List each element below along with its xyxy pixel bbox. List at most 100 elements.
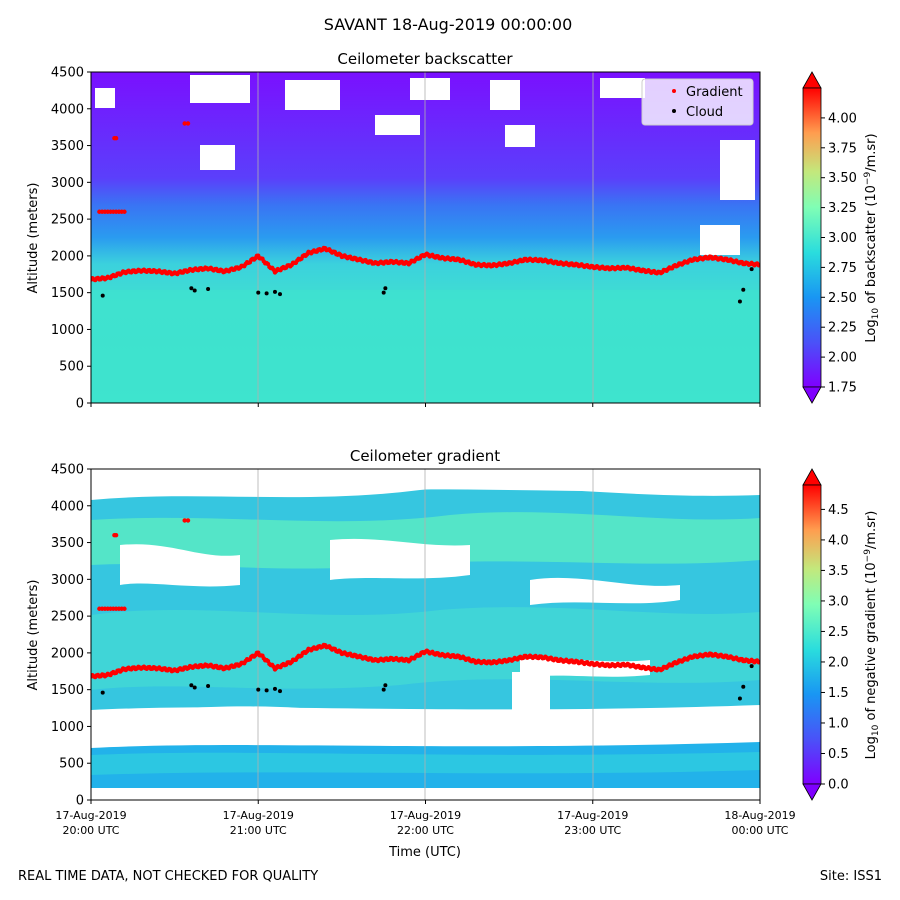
legend-cloud-marker: [672, 109, 676, 113]
backscatter-title: Ceilometer backscatter: [337, 50, 513, 68]
colorbar-tick-label: 1.5: [828, 686, 849, 701]
colorbar-tick-label: 3.00: [828, 231, 857, 246]
cloud-point: [277, 689, 282, 694]
colorbar-tick-label: 3.0: [828, 594, 849, 609]
x-tick-date: 17-Aug-2019: [55, 809, 126, 822]
gradient-colorbar-label: Log10 of negative gradient (10−9/m.sr): [863, 511, 881, 760]
cloud-point: [264, 291, 269, 296]
colorbar-tick-label: 2.00: [828, 351, 857, 366]
gradient-point: [185, 518, 191, 523]
cloud-point: [100, 293, 105, 298]
cloud-point: [206, 683, 211, 688]
cloud-point: [381, 687, 386, 692]
cloud-point: [272, 289, 277, 294]
backscatter-heatmap: [91, 72, 760, 403]
colorbar-tick-label: 3.25: [828, 201, 857, 216]
backscatter-panel: Ceilometer backscatter: [26, 50, 881, 412]
backscatter-gradient-extra: [97, 121, 191, 214]
cloud-point: [100, 690, 105, 695]
gradient-title: Ceilometer gradient: [350, 447, 500, 465]
x-tick-time: 20:00 UTC: [62, 824, 119, 837]
cloud-point: [383, 286, 388, 291]
legend-gradient-label: Gradient: [686, 85, 743, 100]
colorbar-tick-label: 1.0: [828, 716, 849, 731]
backscatter-x-ticks: [90, 403, 761, 407]
y-tick-label: 0: [76, 397, 84, 412]
x-tick-time: 00:00 UTC: [731, 824, 788, 837]
gradient-point: [113, 136, 119, 141]
cloud-point: [749, 267, 754, 272]
x-tick-date: 18-Aug-2019: [724, 809, 795, 822]
y-tick-label: 2000: [51, 646, 84, 661]
gradient-y-axis: 0 500 1000 1500 2000 2500 3000 3500 4000 4500: [51, 463, 91, 809]
gradient-point: [182, 121, 187, 126]
colorbar-tick-label: 2.75: [828, 261, 857, 276]
cloud-point: [741, 684, 746, 689]
cloud-point: [381, 290, 386, 295]
x-tick-date: 17-Aug-2019: [390, 809, 461, 822]
gradient-colorbar-ticks: 0.0 0.5 1.0 1.5 2.0 2.5 3.0 3.5 4.0 4.5: [821, 503, 849, 793]
y-tick-label: 1000: [51, 323, 84, 338]
cloud-point: [189, 683, 194, 688]
colorbar-tick-label: 2.25: [828, 321, 857, 336]
colorbar-tick-label: 4.5: [828, 503, 849, 518]
backscatter-ylabel: Altitude (meters): [26, 183, 41, 294]
cloud-point: [272, 686, 277, 691]
colorbar-tick-label: 4.0: [828, 533, 849, 548]
cloud-point: [256, 687, 261, 692]
y-tick-label: 2000: [51, 249, 84, 264]
gradient-point: [756, 263, 760, 268]
y-tick-label: 1000: [51, 720, 84, 735]
colorbar-tick-label: 1.75: [828, 381, 857, 396]
colorbar-tick-label: 0.5: [828, 747, 849, 762]
colorbar-tick-label: 2.50: [828, 291, 857, 306]
gradient-colorbar: 0.0 0.5 1.0 1.5 2.0 2.5 3.0 3.5 4.0 4.5 Log10 of …: [802, 468, 881, 801]
y-tick-label: 2500: [51, 610, 84, 625]
colorbar-tick-label: 2.0: [828, 655, 849, 670]
quality-disclaimer: REAL TIME DATA, NOT CHECKED FOR QUALITY: [18, 869, 319, 884]
gradient-panel: Ceilometer gradient: [26, 447, 881, 860]
colorbar-tick-label: 4.00: [828, 111, 857, 126]
backscatter-y-axis: 0 500 1000 1500 2000 2500 3000 3500 4000 4500: [51, 66, 91, 412]
cloud-point: [264, 688, 269, 693]
colorbar-tick-label: 3.5: [828, 564, 849, 579]
y-tick-label: 1500: [51, 286, 84, 301]
x-tick-date: 17-Aug-2019: [557, 809, 628, 822]
gradient-point: [113, 533, 119, 538]
colorbar-tick-label: 3.75: [828, 141, 857, 156]
y-tick-label: 1500: [51, 683, 84, 698]
cloud-point: [737, 299, 742, 304]
backscatter-cloud-points: [100, 267, 754, 304]
gradient-point: [122, 209, 127, 214]
y-tick-label: 3500: [51, 536, 84, 551]
y-tick-label: 500: [59, 757, 84, 772]
colorbar-tick-label: 0.0: [828, 778, 849, 793]
cloud-point: [189, 286, 194, 291]
cloud-point: [383, 683, 388, 688]
y-tick-label: 4500: [51, 463, 84, 478]
x-tick-time: 21:00 UTC: [230, 824, 287, 837]
y-tick-label: 4500: [51, 66, 84, 81]
legend: Gradient Cloud: [641, 78, 754, 126]
cloud-point: [277, 292, 282, 297]
backscatter-colorbar-label: Log10 of backscatter (10−9/m.sr): [863, 133, 881, 342]
gradient-point: [182, 518, 187, 523]
cloud-point: [206, 286, 211, 291]
gradient-ylabel: Altitude (meters): [26, 580, 41, 691]
y-tick-label: 0: [76, 794, 84, 809]
figure-title: SAVANT 18-Aug-2019 00:00:00: [324, 15, 573, 34]
gradient-heatmap: [91, 469, 760, 800]
cloud-point: [737, 696, 742, 701]
y-tick-label: 4000: [51, 499, 84, 514]
gradient-x-ticks: 17-Aug-2019 20:00 UTC 17-Aug-2019 21:00 UTC…: [55, 800, 796, 837]
legend-cloud-label: Cloud: [686, 105, 723, 120]
cloud-point: [749, 664, 754, 669]
y-tick-label: 2500: [51, 213, 84, 228]
cloud-point: [256, 290, 261, 295]
x-tick-date: 17-Aug-2019: [223, 809, 294, 822]
site-label: Site: ISS1: [819, 869, 882, 884]
backscatter-colorbar-ticks: 1.75 2.00 2.25 2.50 2.75 3.00 3.25 3.50 3.75 4.00: [821, 111, 857, 396]
backscatter-gradient-points: [91, 245, 760, 283]
colorbar-tick-label: 2.5: [828, 625, 849, 640]
cloud-point: [741, 287, 746, 292]
